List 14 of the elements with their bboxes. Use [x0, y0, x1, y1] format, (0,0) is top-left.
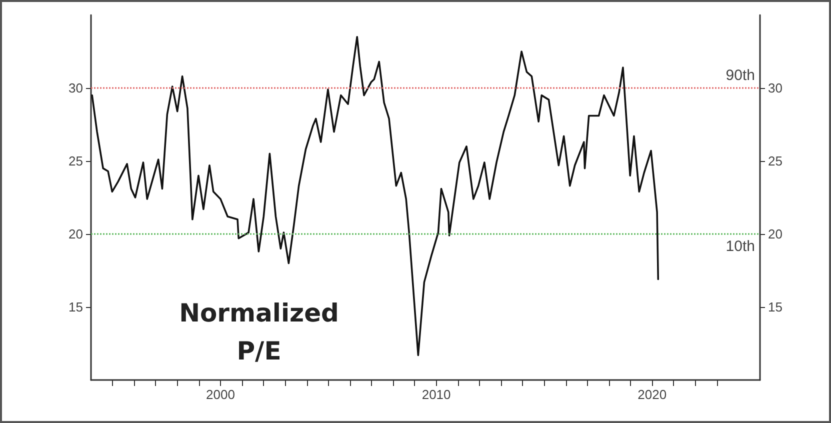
- annotation: Normalized P/E: [179, 298, 339, 366]
- y2-tick-label: 25: [768, 154, 782, 168]
- y2-tick-label: 30: [768, 80, 782, 96]
- y-tick-label: 15: [68, 300, 83, 314]
- ref-line-label: 90th: [726, 67, 755, 84]
- x-tick-label: 2000: [206, 387, 235, 402]
- y-tick-label: 25: [68, 154, 83, 168]
- y-tick-label: 20: [68, 226, 83, 242]
- y2-tick-label: 15: [768, 300, 782, 314]
- ref-line-label: 10th: [726, 238, 755, 255]
- y2-tick-label: 20: [768, 226, 782, 242]
- y-tick-label: 30: [68, 80, 83, 96]
- x-tick-label: 2020: [638, 387, 667, 402]
- x-tick-label: 2010: [422, 387, 451, 402]
